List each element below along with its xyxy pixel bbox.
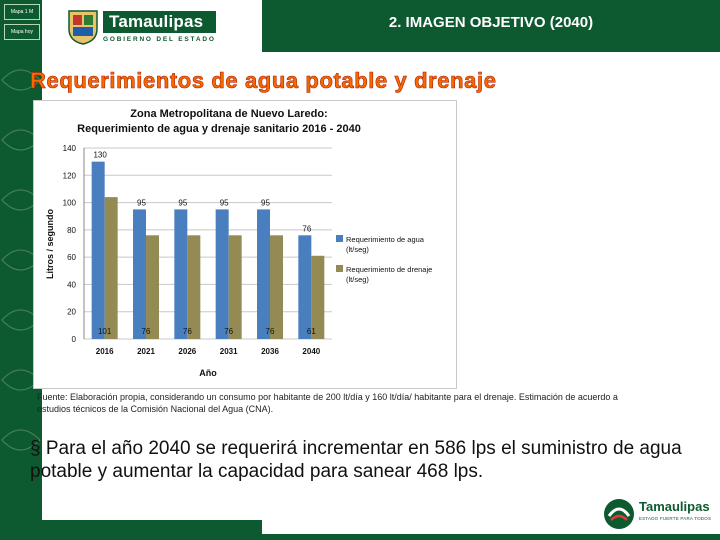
slide-title: 2. IMAGEN OBJETIVO (2040) bbox=[388, 14, 594, 31]
data-label-agua: 95 bbox=[220, 198, 229, 207]
legend-swatch bbox=[336, 235, 343, 242]
state-shield-icon bbox=[68, 10, 98, 45]
y-tick-label: 80 bbox=[67, 226, 76, 235]
data-label-drenaje: 101 bbox=[98, 327, 112, 336]
bar-agua-2040 bbox=[298, 235, 312, 339]
chart-bars bbox=[91, 161, 325, 339]
bar-agua-2021 bbox=[133, 209, 146, 339]
y-tick-label: 60 bbox=[67, 253, 76, 262]
page-heading: Requerimientos de agua potable y drenaje bbox=[30, 68, 497, 94]
header-logo-name: Tamaulipas bbox=[103, 11, 216, 33]
data-label-agua: 95 bbox=[178, 198, 187, 207]
sidebar-box-1: Mapa 1 M bbox=[4, 4, 40, 20]
y-tick-label: 100 bbox=[63, 199, 77, 208]
x-tick-label: 2026 bbox=[178, 347, 196, 356]
x-tick-label: 2031 bbox=[220, 347, 238, 356]
bar-agua-2016 bbox=[91, 161, 105, 339]
legend-label: Requerimiento de drenaje (lt/seg) bbox=[346, 265, 432, 284]
chart-gridlines: 0 20 40 60 80 100 120 140 bbox=[63, 144, 332, 344]
data-label-drenaje: 61 bbox=[307, 327, 316, 336]
x-tick-label: 2036 bbox=[261, 347, 279, 356]
data-label-agua: 130 bbox=[93, 151, 107, 160]
bar-drenaje-2026 bbox=[187, 235, 201, 339]
footer-line bbox=[262, 534, 720, 540]
bar-agua-2031 bbox=[215, 209, 229, 339]
footer-bar bbox=[0, 520, 262, 540]
y-tick-label: 140 bbox=[63, 144, 77, 153]
legend-swatch bbox=[336, 265, 343, 272]
footer-logo: Tamaulipas ESTADO FUERTE PARA TODOS bbox=[603, 497, 713, 531]
y-tick-label: 0 bbox=[72, 335, 77, 344]
data-label-drenaje: 76 bbox=[183, 327, 192, 336]
y-tick-label: 20 bbox=[67, 308, 76, 317]
chart-title-line1: Zona Metropolitana de Nuevo Laredo: bbox=[130, 108, 327, 120]
source-note: Fuente: Elaboración propia, considerando… bbox=[37, 392, 618, 414]
header-logo-sub: GOBIERNO DEL ESTADO bbox=[103, 36, 216, 43]
bar-agua-2036 bbox=[257, 209, 270, 339]
chart-title-line2: Requerimiento de agua y drenaje sanitari… bbox=[77, 123, 361, 135]
y-tick-label: 40 bbox=[67, 280, 76, 289]
data-label-agua: 95 bbox=[137, 198, 146, 207]
chart-container: Zona Metropolitana de Nuevo Laredo: Requ… bbox=[33, 100, 457, 389]
bar-drenaje-2040 bbox=[311, 255, 325, 339]
x-tick-label: 2021 bbox=[137, 347, 155, 356]
chart-data-labels: 2016 130 101 2021 95 76 2026 95 76 2031 95 76 2036 95… bbox=[93, 151, 320, 356]
bar-chart: Zona Metropolitana de Nuevo Laredo: Requ… bbox=[45, 108, 432, 378]
chart-legend: Requerimiento de agua (lt/seg) Requerimien… bbox=[336, 235, 432, 284]
x-tick-label: 2040 bbox=[302, 347, 320, 356]
footer-logo-name: Tamaulipas bbox=[639, 499, 710, 514]
bullet-text: Para el año 2040 se requerirá incrementa… bbox=[30, 438, 682, 482]
bar-drenaje-2016 bbox=[104, 197, 118, 339]
data-label-agua: 76 bbox=[302, 224, 311, 233]
footer-logo-sub: ESTADO FUERTE PARA TODOS bbox=[639, 516, 712, 521]
footer-logo-emblem-icon bbox=[604, 499, 634, 529]
sidebar-box-2: Mapa hoy bbox=[4, 24, 40, 40]
x-tick-label: 2016 bbox=[96, 347, 114, 356]
bar-drenaje-2031 bbox=[228, 235, 242, 339]
header-logo: Tamaulipas GOBIERNO DEL ESTADO bbox=[103, 11, 216, 43]
y-tick-label: 120 bbox=[63, 171, 77, 180]
x-axis-label: Año bbox=[199, 368, 217, 378]
bar-agua-2026 bbox=[174, 209, 188, 339]
data-label-drenaje: 76 bbox=[266, 327, 275, 336]
legend-label: Requerimiento de agua (lt/seg) bbox=[346, 235, 425, 254]
bullet-statement: § Para el año 2040 se requerirá incremen… bbox=[30, 437, 720, 483]
data-label-drenaje: 76 bbox=[224, 327, 233, 336]
bar-drenaje-2036 bbox=[270, 235, 283, 339]
header-bar bbox=[262, 0, 720, 52]
data-label-agua: 95 bbox=[261, 198, 270, 207]
data-label-drenaje: 76 bbox=[142, 327, 151, 336]
bullet-marker: § bbox=[30, 438, 41, 459]
bar-drenaje-2021 bbox=[146, 235, 159, 339]
y-axis-label: Litros / segundo bbox=[45, 209, 55, 280]
